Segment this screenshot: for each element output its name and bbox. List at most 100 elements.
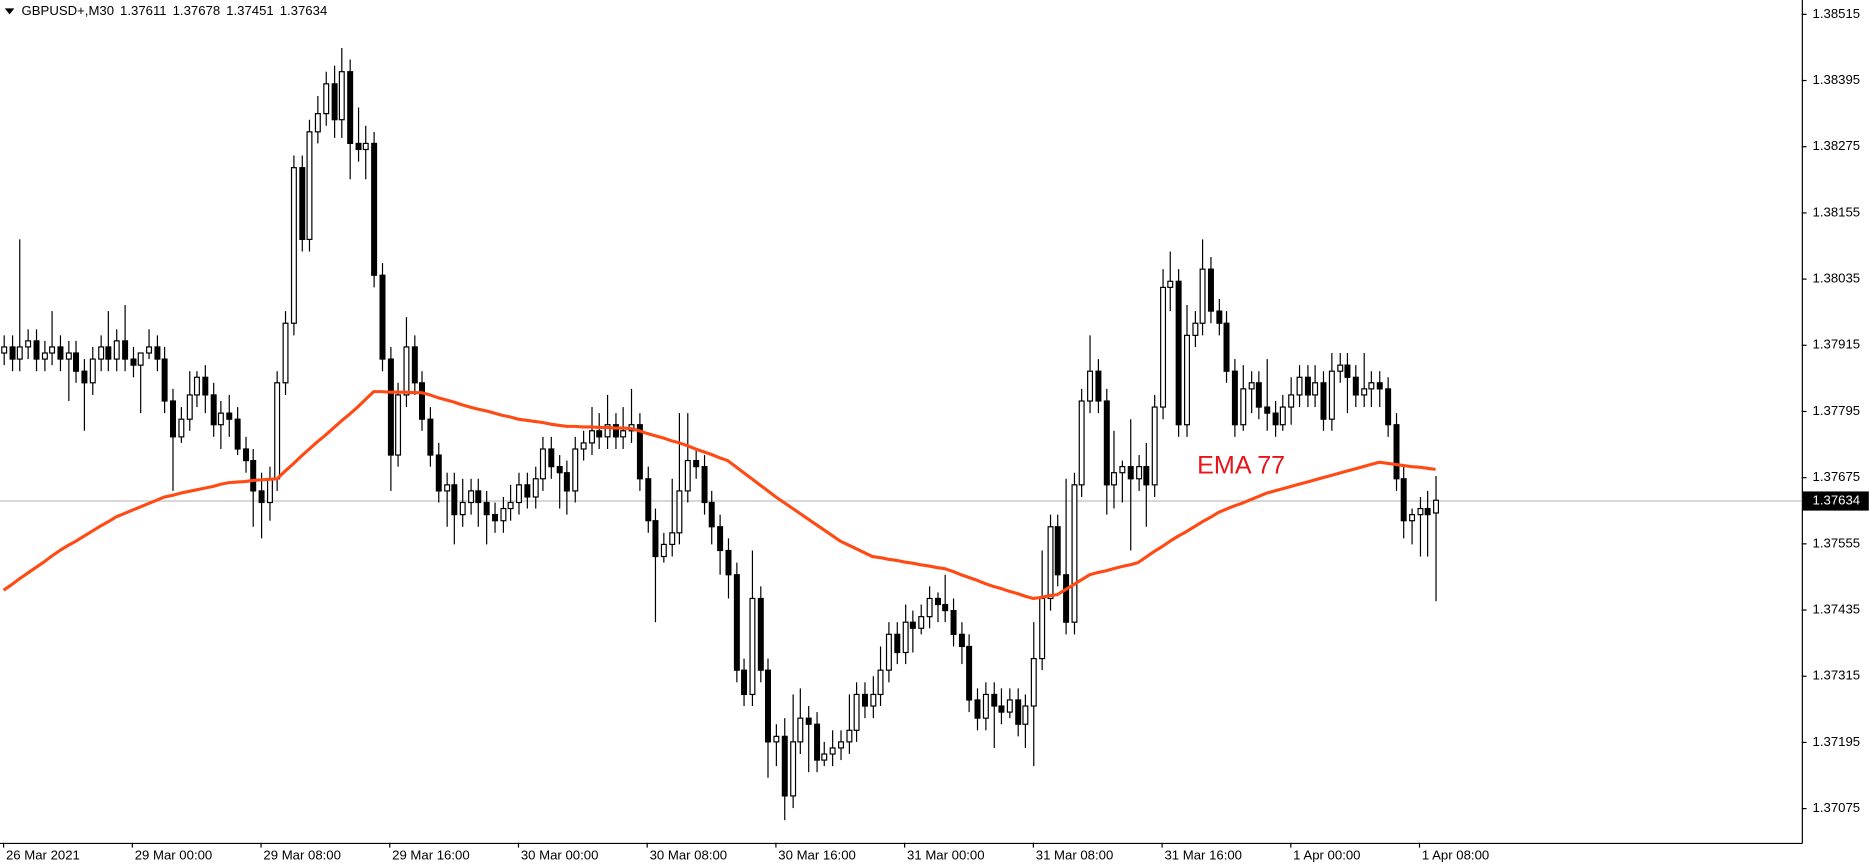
candle-body (991, 693, 998, 707)
candle-body (65, 352, 72, 360)
candle-body (620, 430, 627, 438)
candle-body (41, 352, 48, 360)
candle-body (258, 490, 265, 504)
candle-body (362, 142, 369, 151)
current-price-label: 1.37634 (1813, 492, 1861, 507)
candle-body (532, 478, 539, 498)
candle-body (909, 621, 916, 629)
candle-body (998, 705, 1005, 713)
candle-body (290, 167, 297, 324)
candle-body (846, 729, 853, 743)
candle-body (193, 376, 200, 396)
candle-body (299, 167, 306, 240)
candle-body (314, 113, 321, 133)
x-tick-label: 31 Mar 08:00 (1036, 847, 1114, 862)
candle-body (1255, 382, 1262, 408)
candle-body (355, 142, 362, 151)
candle-body (411, 346, 418, 384)
candle-body (1279, 406, 1286, 426)
y-tick-label: 1.38035 (1813, 271, 1861, 286)
candle-body (1175, 280, 1182, 426)
candle-body (580, 442, 587, 450)
y-tick-label: 1.38275 (1813, 138, 1861, 153)
candle-body (306, 131, 313, 240)
y-tick-label: 1.37675 (1813, 469, 1861, 484)
candle-body (444, 484, 451, 492)
candle-body (468, 490, 475, 504)
candle-body (243, 448, 250, 462)
candle-body (1376, 382, 1383, 390)
candle-body (371, 142, 378, 276)
x-tick-label: 30 Mar 00:00 (521, 847, 599, 862)
candle-body (684, 459, 691, 492)
candle-body (604, 424, 611, 438)
candle-body (475, 490, 482, 504)
candle-body (708, 501, 715, 528)
x-tick-label: 26 Mar 2021 (6, 847, 80, 862)
candle-body (1352, 376, 1359, 396)
y-tick-label: 1.37795 (1813, 403, 1861, 418)
y-tick-label: 1.37195 (1813, 734, 1861, 749)
candle-body (572, 448, 579, 492)
candle-body (741, 669, 748, 696)
candle-body (154, 346, 161, 360)
candle-body (1385, 388, 1392, 426)
candle-body (178, 418, 185, 438)
x-tick-label: 31 Mar 16:00 (1164, 847, 1242, 862)
candle-body (717, 526, 724, 552)
candle-body (1272, 412, 1279, 426)
current-price-box (1802, 491, 1869, 511)
candle-body (1119, 466, 1126, 474)
candle-body (1, 346, 8, 354)
candle-body (1393, 424, 1400, 480)
candle-body (1240, 388, 1247, 426)
ohlc-value: 1.37678 (173, 3, 221, 18)
candle-body (814, 723, 821, 761)
candle-body (1368, 382, 1375, 390)
candle-body (1433, 499, 1440, 514)
candle-body (81, 370, 88, 384)
candle-body (161, 358, 168, 402)
candle-body (1231, 370, 1238, 426)
candle-body (966, 645, 973, 701)
candle-body (660, 543, 667, 558)
candle-body (790, 741, 797, 797)
x-tick-label: 31 Mar 00:00 (907, 847, 985, 862)
candle-body (1288, 394, 1295, 408)
ema-label: EMA 77 (1197, 452, 1285, 480)
candle-body (146, 346, 153, 354)
candle-body (974, 699, 981, 719)
candle-body (805, 717, 812, 725)
menu-triangle[interactable] (4, 8, 15, 15)
candle-body (1160, 286, 1167, 408)
candle-body (918, 616, 925, 629)
y-tick-label: 1.37555 (1813, 535, 1861, 550)
candle-body (427, 418, 434, 456)
candle-body (765, 669, 771, 743)
candle-body (1361, 388, 1368, 396)
candle-body (137, 352, 144, 366)
candle-body (982, 693, 989, 719)
candle-body (338, 71, 345, 121)
candle-body (693, 459, 700, 468)
candle-body (483, 501, 490, 516)
x-tick-label: 29 Mar 08:00 (263, 847, 341, 862)
candle-body (57, 346, 64, 360)
candle-body (1151, 406, 1158, 486)
candle-body (797, 717, 804, 743)
candle-body (894, 633, 901, 654)
candle-body (556, 466, 563, 474)
candle-body (676, 490, 683, 534)
candle-body (563, 472, 570, 492)
candle-body (838, 741, 845, 749)
candle-body (821, 753, 828, 761)
candle-body (331, 83, 338, 121)
candle-body (645, 478, 652, 522)
ema-line (2, 390, 1436, 601)
candle-body (524, 484, 531, 498)
x-tick-label: 1 Apr 08:00 (1422, 847, 1489, 862)
y-tick-label: 1.37315 (1813, 668, 1861, 683)
candle-body (403, 346, 410, 396)
candle-body (226, 412, 233, 420)
candle-body (492, 514, 499, 522)
